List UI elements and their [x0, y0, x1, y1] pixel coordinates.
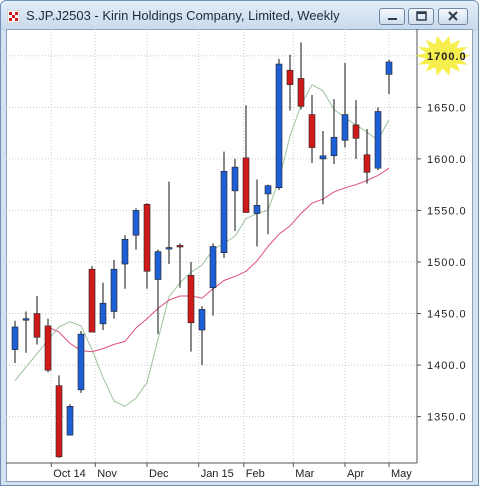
x-tick-label: Nov — [97, 468, 117, 480]
candle-body — [99, 302, 107, 325]
candle-body — [55, 385, 63, 458]
x-tick-label: Jan 15 — [201, 468, 234, 480]
candle-body — [77, 333, 85, 391]
candle-body — [330, 136, 338, 157]
last-price-label: 1700.0 — [427, 51, 467, 63]
candle-body — [319, 155, 327, 160]
y-tick-label: 1500.0 — [427, 257, 467, 269]
moving-average-line — [47, 167, 390, 353]
y-tick-label: 1650.0 — [427, 102, 467, 114]
candle-body — [275, 63, 283, 189]
y-tick-label: 1550.0 — [427, 205, 467, 217]
candle-body — [176, 245, 184, 248]
plot-area[interactable] — [6, 29, 473, 482]
candle-body — [11, 326, 19, 350]
candle-body — [33, 313, 41, 338]
candle-body — [220, 170, 228, 254]
close-button[interactable] — [438, 8, 468, 25]
app-icon — [7, 10, 20, 23]
candle-body — [264, 185, 272, 195]
x-tick-label: Oct 14 — [53, 468, 85, 480]
close-icon — [448, 11, 458, 21]
candle-body — [363, 154, 371, 173]
grid-lines — [6, 29, 417, 463]
candle-body — [374, 111, 382, 169]
candle-body — [198, 309, 206, 331]
candles — [11, 42, 393, 458]
candle-body — [352, 124, 360, 139]
candle-body — [88, 268, 96, 333]
candle-body — [154, 251, 162, 280]
candle-body — [44, 325, 52, 371]
title-bar[interactable]: S.JP.J2503 - Kirin Holdings Company, Lim… — [1, 1, 478, 31]
candle-body — [187, 275, 195, 324]
y-tick-label: 1400.0 — [427, 360, 467, 372]
candle-body — [121, 238, 129, 265]
candle-body — [209, 246, 217, 289]
candle-body — [286, 69, 294, 85]
candle-body — [110, 268, 118, 312]
maximize-icon — [416, 11, 427, 21]
minimize-button[interactable] — [379, 8, 405, 25]
candle-body — [308, 114, 316, 148]
candle-body — [385, 61, 393, 75]
x-tick-label: Apr — [347, 468, 364, 480]
candle-body — [297, 78, 305, 107]
moving-average-line — [14, 84, 390, 407]
y-tick-label: 1600.0 — [427, 154, 467, 166]
moving-average-lines — [14, 84, 390, 407]
x-tick-label: May — [391, 468, 412, 480]
candle-body — [143, 203, 151, 272]
candle-body — [66, 406, 74, 436]
candle-body — [253, 204, 261, 214]
axes: 1700.0 1650.0 1600.0 1550.0 1500.0 1450.0 1400… — [6, 29, 467, 480]
x-tick-label: Dec — [149, 468, 169, 480]
last-price-marker: 1700.0 — [415, 35, 471, 76]
candle-body — [132, 210, 140, 236]
y-tick-label: 1350.0 — [427, 412, 467, 424]
y-tick-label: 1450.0 — [427, 309, 467, 321]
x-tick-label: Mar — [295, 468, 314, 480]
window-title: S.JP.J2503 - Kirin Holdings Company, Lim… — [26, 8, 340, 23]
minimize-icon — [388, 18, 397, 20]
x-tick-label: Feb — [246, 468, 265, 480]
candle-body — [231, 166, 239, 192]
candle-body — [22, 318, 30, 321]
price-starburst — [415, 35, 471, 76]
candle-body — [242, 157, 250, 213]
maximize-button[interactable] — [408, 8, 434, 25]
candle-body — [341, 114, 349, 141]
candle-body — [165, 247, 173, 250]
